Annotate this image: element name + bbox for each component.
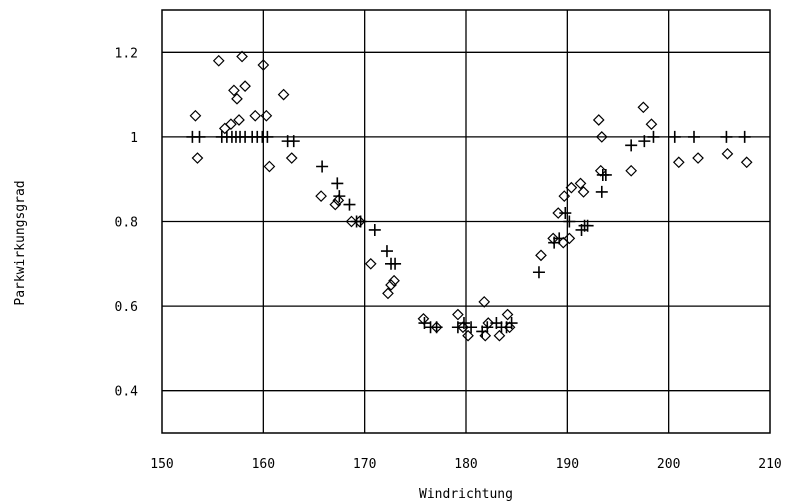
diamond-point <box>457 321 469 334</box>
diamond-point <box>672 156 685 169</box>
plus-point <box>738 130 751 143</box>
diamond-point <box>260 109 273 122</box>
x-tick-label: 190 <box>556 457 579 472</box>
diamond-point <box>563 232 576 245</box>
diamond-point <box>233 114 245 126</box>
x-tick-labels: 150 160 170 180 190 200 210 <box>150 457 781 472</box>
plus-point <box>457 317 470 330</box>
diamond-point <box>382 287 394 300</box>
diamond-point <box>191 152 204 164</box>
plus-point <box>430 321 443 334</box>
diamond-point <box>535 249 547 262</box>
y-tick-label: 0.4 <box>115 385 139 400</box>
diamond-point <box>740 156 753 169</box>
y-tick-label: 0.8 <box>115 216 138 231</box>
diamond-point <box>692 152 704 164</box>
diamond-point <box>501 308 514 321</box>
diamond-point <box>315 190 327 202</box>
plot-frame <box>161 9 771 434</box>
plus-point <box>532 266 545 279</box>
diamond-point <box>329 198 342 211</box>
diamond-point <box>257 59 270 71</box>
plus-point <box>333 190 346 203</box>
diamond-point <box>332 194 345 207</box>
y-tick-label: 0.6 <box>115 300 138 315</box>
plus-point <box>647 130 660 143</box>
diamond-point <box>239 80 251 92</box>
x-tick-label: 160 <box>252 457 275 472</box>
x-tick-label: 210 <box>758 457 781 472</box>
plus-point <box>481 321 494 334</box>
plus-point <box>316 160 329 173</box>
diamond-point <box>228 84 240 97</box>
diamond-point <box>236 50 248 63</box>
diamond-point <box>574 177 587 190</box>
diamond-point <box>637 101 650 114</box>
x-tick-label: 170 <box>353 457 376 472</box>
diamond-point <box>558 190 571 202</box>
diamond-point <box>577 186 590 198</box>
grid <box>162 10 770 433</box>
y-tick-label: 1.2 <box>115 46 138 61</box>
data-points <box>186 50 753 342</box>
x-tick-label: 180 <box>454 457 477 472</box>
plus-point <box>380 245 393 258</box>
plus-point <box>331 177 344 190</box>
plus-point <box>559 207 572 220</box>
diamond-point <box>721 147 734 160</box>
plus-point <box>688 130 700 143</box>
plus-point <box>418 317 431 330</box>
diamond-point <box>565 181 578 194</box>
diamond-point <box>385 279 397 291</box>
diamond-point <box>249 109 262 122</box>
plus-point <box>625 139 638 152</box>
y-tick-labels: 0.4 0.6 0.8 1 1.2 <box>115 46 139 399</box>
plus-point <box>193 130 206 143</box>
diamond-point <box>364 257 377 270</box>
x-tick-label: 200 <box>657 457 680 472</box>
diamond-point <box>452 308 464 321</box>
plus-point <box>389 257 402 270</box>
plus-point <box>343 198 356 211</box>
plus-point <box>451 321 464 334</box>
diamond-point <box>625 164 638 177</box>
plus-point <box>581 219 594 232</box>
diamond-point <box>493 329 506 342</box>
diamond-point <box>189 109 202 122</box>
plus-point <box>354 215 367 228</box>
y-axis-label: Parkwirkungsgrad <box>13 180 28 305</box>
y-tick-label: 1 <box>130 131 138 146</box>
plus-point <box>465 321 478 334</box>
diamond-point <box>225 118 237 131</box>
diamond-point <box>388 274 400 287</box>
diamond-point <box>595 131 608 143</box>
diamond-point <box>345 215 358 228</box>
diamond-point <box>478 296 491 308</box>
diamond-point <box>277 88 290 101</box>
diamond-point <box>263 160 276 173</box>
plus-point <box>638 135 651 148</box>
plus-point <box>287 135 300 148</box>
plus-point <box>553 232 566 245</box>
plus-point <box>668 130 681 143</box>
x-axis-label: Windrichtung <box>419 487 513 502</box>
diamond-point <box>212 54 225 67</box>
plus-point <box>563 215 576 228</box>
plus-point <box>368 223 381 236</box>
plus-point <box>261 130 274 143</box>
diamond-point <box>462 329 474 342</box>
plus-point <box>599 168 612 181</box>
diamond-point <box>285 152 298 164</box>
plus-point <box>505 317 518 330</box>
x-tick-label: 150 <box>150 457 173 472</box>
diamond-point <box>645 118 658 131</box>
plus-point <box>720 130 733 143</box>
diamond-point <box>231 92 243 105</box>
diamond-point <box>592 114 605 126</box>
diamond-point <box>552 207 565 219</box>
plus-point <box>595 185 608 198</box>
